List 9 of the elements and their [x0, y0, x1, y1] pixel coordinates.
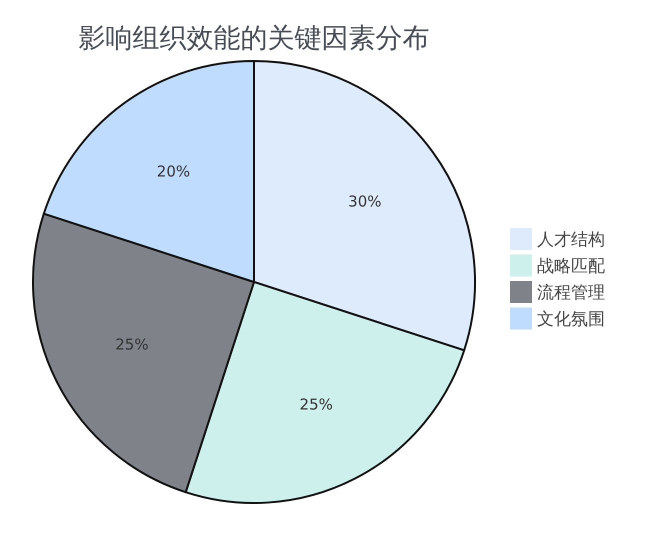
legend-label: 战略匹配	[537, 256, 605, 276]
data-label: 30%	[348, 192, 382, 211]
chart-title: 影响组织效能的关键因素分布	[78, 23, 430, 54]
data-label: 25%	[300, 395, 333, 414]
legend-label: 人才结构	[537, 230, 605, 250]
data-label: 25%	[115, 335, 149, 354]
legend-label: 流程管理	[537, 282, 605, 303]
data-label: 20%	[156, 162, 190, 180]
legend-label: 文化氛围	[537, 309, 605, 330]
